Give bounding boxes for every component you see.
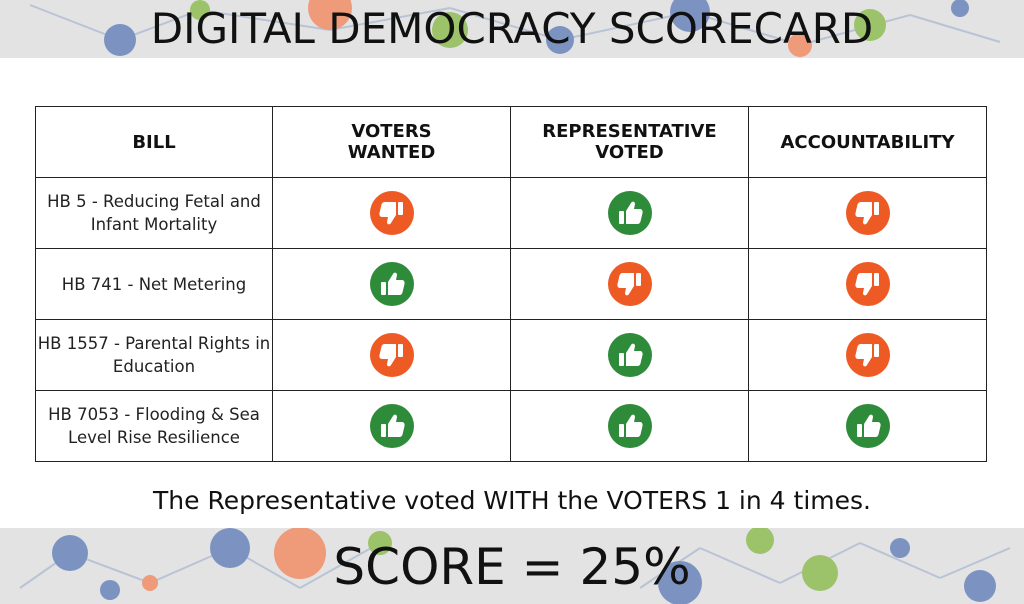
thumbs-down-icon — [845, 190, 891, 236]
bill-name: HB 741 - Net Metering — [35, 248, 273, 320]
network-background-top — [29, 0, 1001, 57]
representative-voted-cell — [510, 390, 749, 462]
table-row: HB 1557 - Parental Rights in Education — [35, 319, 987, 391]
voters-wanted-cell — [272, 319, 511, 391]
thumbs-up-icon — [845, 403, 891, 449]
accountability-cell — [748, 319, 987, 391]
bill-name: HB 7053 - Flooding & Sea Level Rise Resi… — [35, 390, 273, 462]
thumbs-down-icon — [607, 261, 653, 307]
representative-voted-cell — [510, 319, 749, 391]
header-bill: BILL — [35, 106, 273, 178]
header-voters-wanted: VOTERS WANTED — [272, 106, 511, 178]
header-banner: DIGITAL DEMOCRACY SCORECARD — [0, 0, 1024, 58]
representative-voted-cell — [510, 177, 749, 249]
scorecard-table: BILL VOTERS WANTED REPRESENTATIVE VOTED … — [35, 106, 987, 462]
summary-text: The Representative voted WITH the VOTERS… — [153, 486, 871, 515]
thumbs-down-icon — [369, 190, 415, 236]
table-row: HB 7053 - Flooding & Sea Level Rise Resi… — [35, 390, 987, 462]
voters-wanted-cell — [272, 248, 511, 320]
representative-voted-cell — [510, 248, 749, 320]
thumbs-up-icon — [607, 403, 653, 449]
thumbs-up-icon — [607, 190, 653, 236]
thumbs-down-icon — [845, 261, 891, 307]
header-representative-voted: REPRESENTATIVE VOTED — [510, 106, 749, 178]
thumbs-down-icon — [369, 332, 415, 378]
thumbs-down-icon — [845, 332, 891, 378]
voters-wanted-cell — [272, 390, 511, 462]
table-header-row: BILL VOTERS WANTED REPRESENTATIVE VOTED … — [35, 106, 987, 178]
voters-wanted-cell — [272, 177, 511, 249]
bill-name: HB 1557 - Parental Rights in Education — [35, 319, 273, 391]
bill-name: HB 5 - Reducing Fetal and Infant Mortali… — [35, 177, 273, 249]
thumbs-up-icon — [607, 332, 653, 378]
thumbs-up-icon — [369, 261, 415, 307]
score-text: SCORE = 25% — [333, 538, 691, 596]
accountability-cell — [748, 390, 987, 462]
table-row: HB 741 - Net Metering — [35, 248, 987, 320]
header-accountability: ACCOUNTABILITY — [748, 106, 987, 178]
thumbs-up-icon — [369, 403, 415, 449]
accountability-cell — [748, 248, 987, 320]
accountability-cell — [748, 177, 987, 249]
table-row: HB 5 - Reducing Fetal and Infant Mortali… — [35, 177, 987, 249]
score-banner: SCORE = 25% — [0, 528, 1024, 604]
network-background-bottom — [19, 528, 1011, 604]
page-title: DIGITAL DEMOCRACY SCORECARD — [150, 4, 874, 53]
